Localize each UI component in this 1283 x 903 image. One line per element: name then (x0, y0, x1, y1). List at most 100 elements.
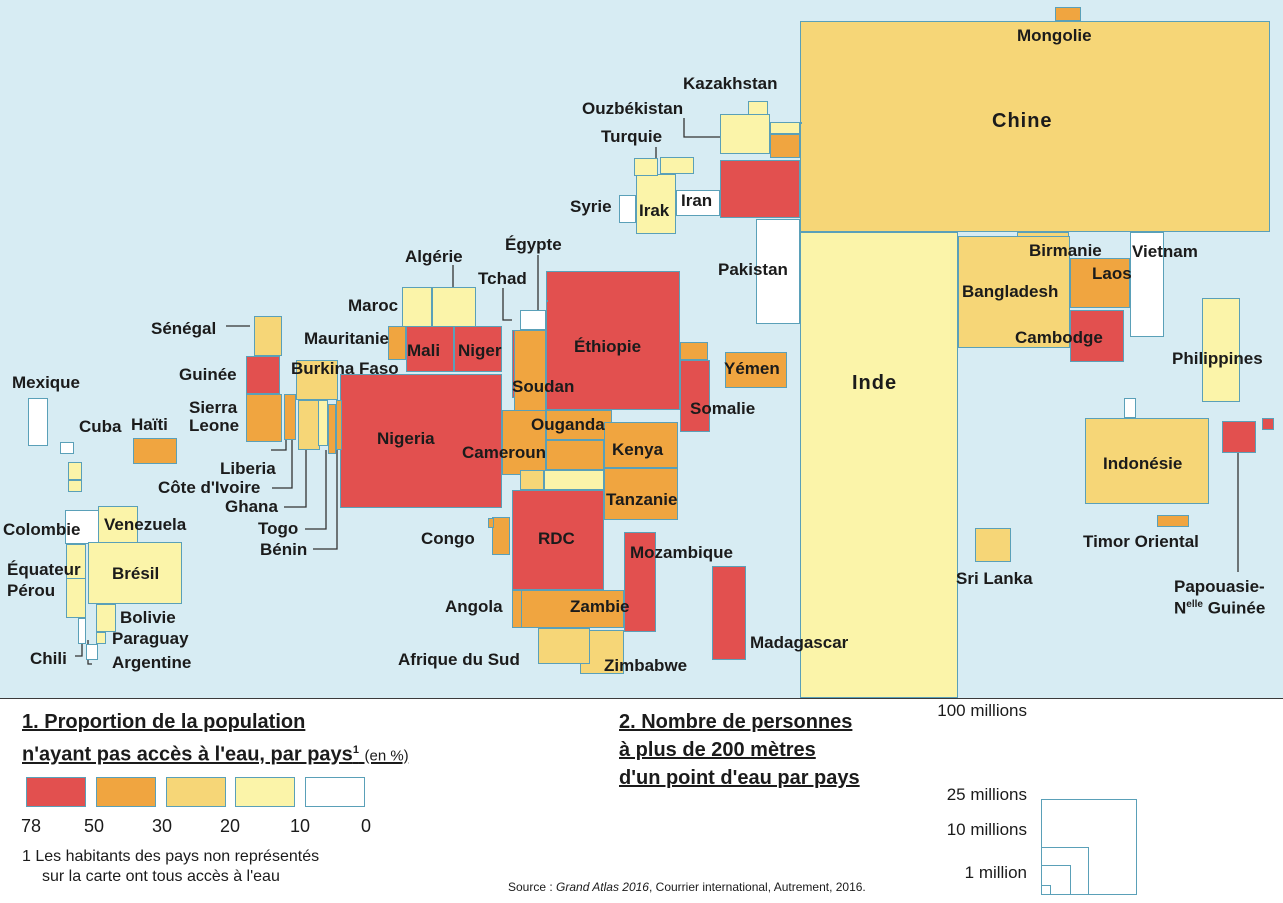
country-argentine (86, 644, 98, 660)
label-zimbabwe: Zimbabwe (604, 656, 688, 675)
label-somalie: Somalie (690, 399, 756, 418)
country-niger (454, 326, 502, 372)
country-afrique-du-sud (538, 628, 590, 664)
legend1-title-line1: 1. Proportion de la population (22, 711, 306, 733)
country-kazakhstan (770, 122, 800, 134)
label-chili: Chili (30, 649, 67, 668)
label-liberia: Liberia (220, 459, 276, 478)
legend2-title-line2: à plus de 200 mètres (619, 739, 816, 761)
country-sri-lanka (975, 528, 1011, 562)
country-azerbaijan (660, 157, 694, 174)
legend1-title-text: n'ayant pas accès à l'eau, par pays (22, 743, 353, 766)
label-papouasie-nelle-guinee: Papouasie- Nelle Guinée (1174, 577, 1266, 618)
size-label-25-millions: 25 millions (946, 785, 1027, 804)
country-chili (78, 618, 86, 644)
country-syrie (619, 195, 636, 223)
label-venezuela: Venezuela (104, 515, 187, 534)
country-egypte (546, 300, 548, 302)
country-car (520, 470, 544, 490)
country-togo (328, 404, 336, 454)
country-nigeria (340, 374, 502, 508)
source-prefix: Source : (508, 880, 557, 894)
country-senegal (254, 316, 282, 356)
label-inde: Inde (852, 372, 898, 394)
label-soudan: Soudan (512, 377, 575, 396)
label-kenya: Kenya (612, 440, 664, 459)
label-rdc: RDC (538, 529, 575, 548)
country-kenya (604, 422, 678, 468)
label-tchad: Tchad (478, 269, 527, 288)
label-burkina-faso: Burkina Faso (291, 359, 399, 378)
label-senegal: Sénégal (151, 319, 217, 338)
country-burundi-rwanda (544, 470, 604, 490)
leader-line (305, 450, 327, 530)
label-iran: Iran (681, 191, 713, 210)
label-tanzanie: Tanzanie (606, 490, 678, 509)
size-square-10-millions (1041, 865, 1071, 895)
country-mauritanie (388, 326, 406, 360)
country-indonesie (1085, 418, 1209, 504)
label-equateur: Équateur (7, 560, 81, 579)
legend1-note-line1: 1 Les habitants des pays non représentés (22, 848, 320, 865)
label-mexique: Mexique (12, 373, 81, 392)
label-benin: Bénin (260, 540, 308, 559)
label-turquie: Turquie (601, 127, 663, 146)
country-cameroun (546, 440, 604, 470)
country-philippines (1202, 298, 1240, 402)
tick-30: 30 (151, 816, 173, 836)
country-bolivie (96, 604, 116, 632)
leader-line (537, 255, 546, 319)
label-vietnam: Vietnam (1132, 242, 1198, 261)
country-turkmenistan (770, 134, 800, 158)
source-rest: , Courrier international, Autrement, 201… (648, 880, 866, 894)
country-bangladesh (958, 236, 1070, 348)
size-label-10-millions: 10 millions (946, 820, 1027, 839)
country-iran-east (720, 160, 800, 218)
country-algerie (432, 287, 476, 327)
country-egypte (520, 310, 546, 330)
country-mali (406, 326, 454, 372)
legend1-footnote-mark: 1 (352, 744, 359, 756)
label-haiti: Haïti (131, 415, 168, 434)
label-cameroun: Cameroun (462, 443, 547, 462)
legend1-unit: (en %) (364, 747, 409, 765)
country-cameroun (502, 410, 546, 475)
label-bresil: Brésil (112, 564, 160, 583)
tick-0: 0 (360, 816, 372, 836)
country-oman (680, 342, 708, 360)
leader-line (313, 442, 338, 550)
legend1-title-line2: n'ayant pas accès à l'eau, par pays1 (en… (22, 738, 409, 769)
legend1-note: 1 Les habitants des pays non représentés… (22, 847, 319, 887)
swatch-30 (166, 777, 226, 807)
swatch-78 (26, 777, 86, 807)
country-paraguay (96, 632, 106, 644)
size-square-1-million (1041, 885, 1051, 895)
label-ouzbekistan: Ouzbékistan (582, 99, 684, 118)
label-mozambique: Mozambique (630, 543, 733, 562)
country-maroc (402, 287, 432, 327)
legend2-title-line3: d'un point d'eau par pays (619, 767, 860, 789)
label-argentine: Argentine (112, 653, 192, 672)
label-guinee: Guinée (179, 365, 237, 384)
label-ethiopie: Éthiopie (574, 337, 642, 356)
country-papouasie-nelle-guinee (1222, 421, 1256, 453)
country-cuba (60, 442, 74, 454)
label-perou: Pérou (7, 581, 56, 600)
label-cambodge: Cambodge (1015, 328, 1103, 347)
label-irak: Irak (639, 201, 670, 220)
label-maroc: Maroc (348, 296, 399, 315)
label-niger: Niger (458, 341, 502, 360)
country-pakistan (756, 219, 800, 324)
label-ghana: Ghana (225, 497, 278, 516)
country-sierra-leone (246, 394, 282, 442)
tick-78: 78 (20, 816, 42, 836)
legend1-note-line2: sur la carte ont tous accès à l'eau (42, 868, 280, 885)
label-kazakhstan: Kazakhstan (683, 74, 778, 93)
country-haiti (133, 438, 177, 464)
country-madagascar (712, 566, 746, 660)
label-timor-oriental: Timor Oriental (1083, 532, 1199, 551)
country-mexique (28, 398, 48, 446)
country-cote-d-ivoire (298, 400, 320, 450)
country-somalie (680, 360, 710, 432)
label-afrique-du-sud: Afrique du Sud (398, 650, 520, 669)
